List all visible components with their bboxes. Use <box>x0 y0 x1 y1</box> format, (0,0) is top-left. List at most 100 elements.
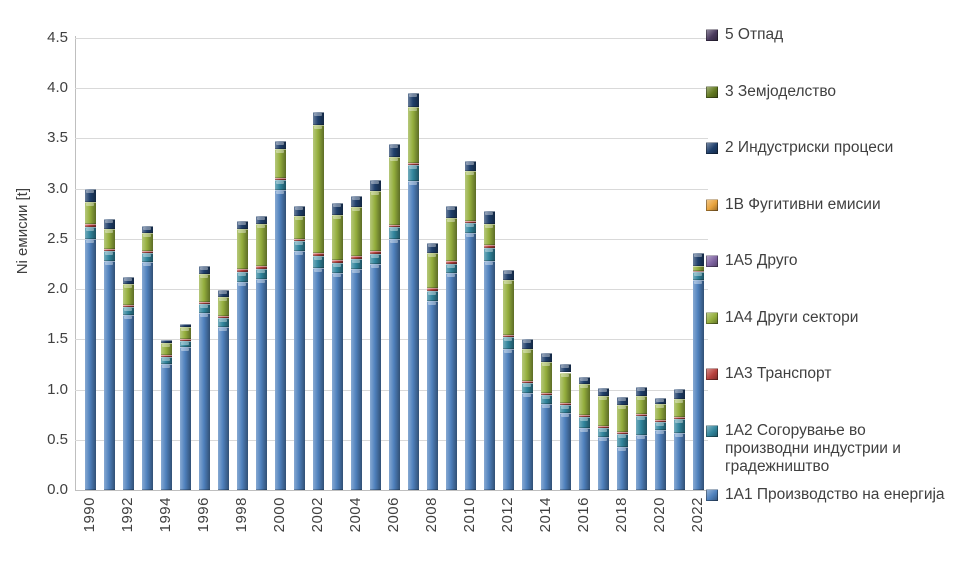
bar-1990 <box>84 38 96 490</box>
bar-segment-1A2 <box>331 263 343 274</box>
legend-swatch-1A3 <box>706 368 718 380</box>
bar-segment-1A3 <box>312 252 324 256</box>
bar-segment-1A4 <box>122 284 134 306</box>
bar-segment-2 <box>350 195 362 207</box>
segment-gloss <box>124 285 132 289</box>
segment-gloss <box>352 270 360 274</box>
segment-gloss <box>124 316 132 320</box>
segment-gloss <box>675 399 683 403</box>
segment-gloss <box>599 388 607 392</box>
bar-2019 <box>635 38 647 490</box>
segment-gloss <box>143 233 151 237</box>
segment-gloss <box>656 398 664 402</box>
bar-segment-1A3 <box>293 238 305 241</box>
bar-segment-1A2 <box>502 337 514 350</box>
segment-gloss <box>542 363 550 367</box>
bar-segment-1A2 <box>654 421 666 430</box>
segment-gloss <box>352 207 360 211</box>
x-tick-label: 2004 <box>346 497 364 533</box>
bar-segment-1A4 <box>692 266 704 272</box>
segment-gloss <box>86 202 94 206</box>
bar-segment-2 <box>331 202 343 215</box>
bar-segment-1A1 <box>445 273 457 490</box>
bar-2018 <box>616 38 628 490</box>
segment-gloss <box>637 387 645 391</box>
bar-segment-1A3 <box>388 224 400 227</box>
bar-segment-1A3 <box>502 335 514 338</box>
segment-gloss <box>86 239 94 243</box>
bar-segment-1A3 <box>559 402 571 405</box>
bar-segment-1A2 <box>141 252 153 262</box>
bar-segment-2 <box>654 397 666 404</box>
bar-segment-1A3 <box>103 248 115 251</box>
bar-segment-1A1 <box>84 238 96 490</box>
bar-segment-2 <box>616 396 628 405</box>
segment-gloss <box>466 223 474 227</box>
bar-segment-1A4 <box>141 232 153 251</box>
bar-segment-2 <box>692 252 704 267</box>
x-tick-label: 1990 <box>80 497 98 533</box>
segment-gloss <box>409 165 417 169</box>
bar-segment-2 <box>445 205 457 218</box>
segment-gloss <box>162 358 170 362</box>
bar-segment-1A3 <box>122 305 134 308</box>
bar-2010 <box>464 38 476 490</box>
segment-gloss <box>485 211 493 215</box>
segment-gloss <box>523 393 531 397</box>
legend-label-5: 5 Отпад <box>725 26 784 43</box>
bar-segment-1A2 <box>160 357 172 365</box>
legend-label-1A2: 1A2 Согорување во производни индустрии и… <box>725 422 901 475</box>
bar-segment-1A2 <box>388 226 400 239</box>
bar-segment-1A4 <box>559 372 571 403</box>
legend-swatch-1A1 <box>706 489 718 501</box>
bar-segment-1A3 <box>616 431 628 434</box>
x-tick-label: 1994 <box>156 497 174 533</box>
bar-segment-1A1 <box>407 180 419 490</box>
segment-gloss <box>618 434 626 438</box>
y-tick-label: 0.0 <box>47 481 68 498</box>
segment-gloss <box>504 338 512 342</box>
bar-segment-1A3 <box>84 223 96 227</box>
segment-gloss <box>257 224 265 228</box>
bar-segment-1A3 <box>635 413 647 416</box>
bar-segment-1A2 <box>445 264 457 274</box>
bar-1997 <box>217 38 229 490</box>
segment-gloss <box>390 239 398 243</box>
segment-gloss <box>637 396 645 400</box>
bar-segment-1A4 <box>331 214 343 260</box>
bar-2005 <box>369 38 381 490</box>
bar-segment-1A3 <box>464 220 476 223</box>
segment-gloss <box>485 248 493 252</box>
bar-segment-1A2 <box>122 307 134 316</box>
bar-segment-1A2 <box>217 318 229 328</box>
y-tick-label: 3.5 <box>47 129 68 147</box>
bar-segment-1A2 <box>559 404 571 413</box>
bar-segment-1A2 <box>540 394 552 404</box>
legend-item-1A4: 1A4 Други сектори <box>706 309 858 327</box>
segment-gloss <box>295 206 303 210</box>
segment-gloss <box>523 383 531 387</box>
legend-label-2: 2 Индустриски процеси <box>725 139 894 156</box>
segment-gloss <box>485 262 493 265</box>
legend-item-2: 2 Индустриски процеси <box>706 139 893 157</box>
segment-gloss <box>523 340 531 344</box>
bar-segment-2 <box>84 188 96 202</box>
bar-segment-1A4 <box>540 362 552 393</box>
y-tick-label: 4.0 <box>47 79 68 97</box>
y-tick-label: 2.0 <box>47 280 68 298</box>
segment-gloss <box>333 203 341 207</box>
segment-gloss <box>694 281 702 285</box>
segment-gloss <box>371 265 379 268</box>
bar-segment-2 <box>502 270 514 281</box>
x-tick-label: 1992 <box>118 497 136 533</box>
y-tick-label: 1.5 <box>47 330 68 348</box>
bar-segment-1A3 <box>331 260 343 263</box>
bar-2015 <box>559 38 571 490</box>
segment-gloss <box>143 263 151 266</box>
segment-gloss <box>390 157 398 161</box>
segment-gloss <box>447 265 455 269</box>
bar-segment-1A4 <box>578 383 590 415</box>
bar-segment-1A4 <box>521 349 533 381</box>
segment-gloss <box>504 271 512 275</box>
legend-item-1A2: 1A2 Согорување во производни индустрии и… <box>706 422 921 476</box>
